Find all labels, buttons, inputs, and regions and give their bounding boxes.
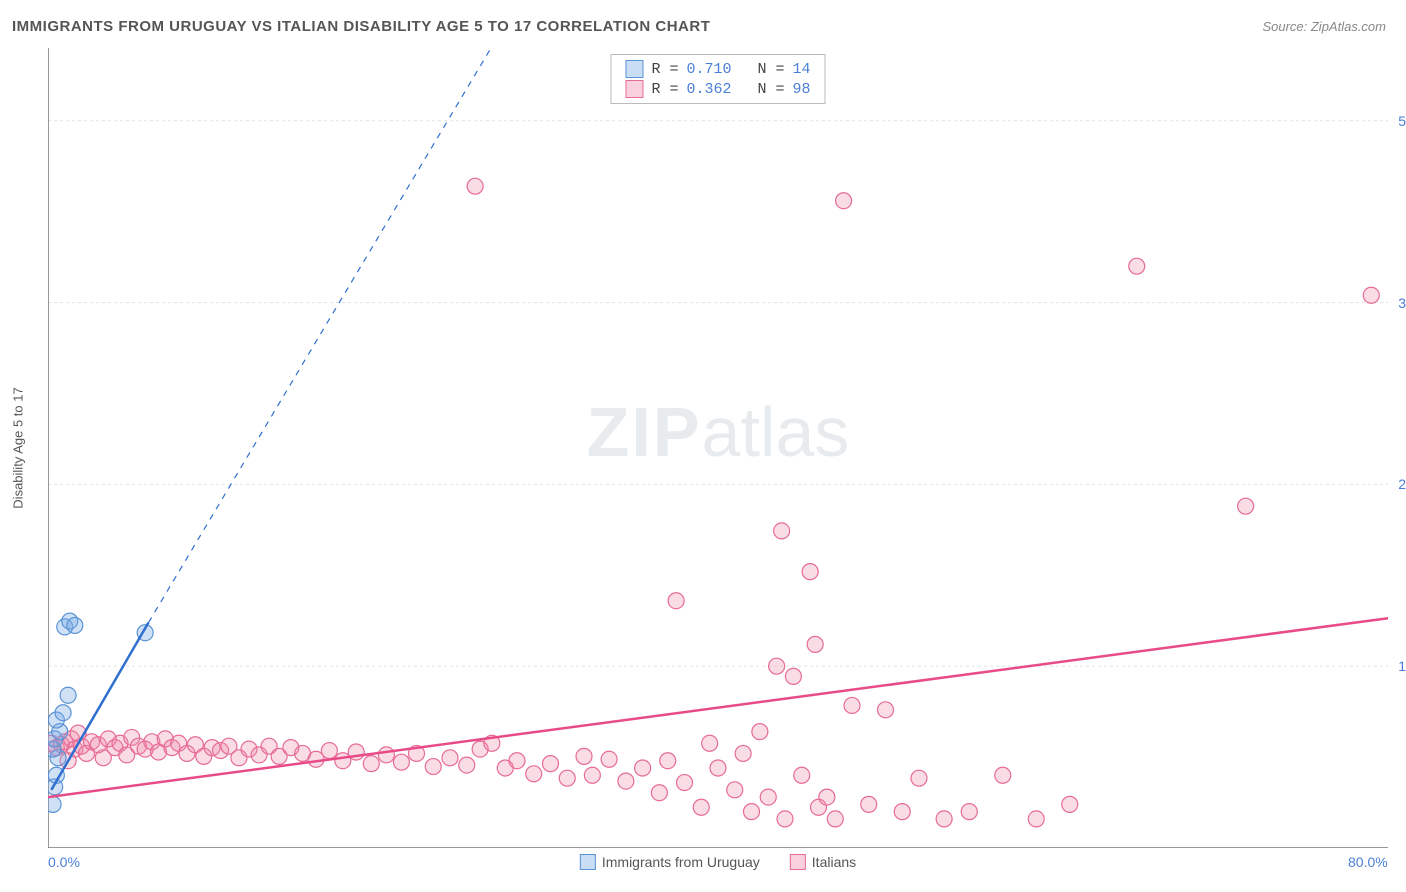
- y-axis-label: Disability Age 5 to 17: [11, 387, 26, 508]
- legend-row-uruguay: R = 0.710 N = 14: [625, 59, 810, 79]
- chart-area: Disability Age 5 to 17 ZIPatlas R = 0.71…: [48, 48, 1388, 848]
- y-tick-label: 25.0%: [1398, 476, 1406, 492]
- chart-title: IMMIGRANTS FROM URUGUAY VS ITALIAN DISAB…: [12, 18, 710, 35]
- legend-swatch-icon: [580, 854, 596, 870]
- x-tick-label: 80.0%: [1348, 854, 1388, 870]
- bottom-legend-item-italians: Italians: [790, 854, 856, 870]
- legend-swatch-italians: [625, 80, 643, 98]
- bottom-legend-item-uruguay: Immigrants from Uruguay: [580, 854, 760, 870]
- x-tick-label: 0.0%: [48, 854, 80, 870]
- chart-header: IMMIGRANTS FROM URUGUAY VS ITALIAN DISAB…: [12, 18, 1386, 35]
- legend-swatch-icon: [790, 854, 806, 870]
- chart-source: Source: ZipAtlas.com: [1262, 19, 1386, 34]
- y-tick-label: 50.0%: [1398, 113, 1406, 129]
- correlation-legend: R = 0.710 N = 14 R = 0.362 N = 98: [610, 54, 825, 104]
- legend-row-italians: R = 0.362 N = 98: [625, 79, 810, 99]
- bottom-legend: Immigrants from Uruguay Italians: [580, 854, 856, 870]
- y-tick-label: 37.5%: [1398, 295, 1406, 311]
- legend-swatch-uruguay: [625, 60, 643, 78]
- y-tick-label: 12.5%: [1398, 658, 1406, 674]
- scatter-plot: [48, 48, 1388, 848]
